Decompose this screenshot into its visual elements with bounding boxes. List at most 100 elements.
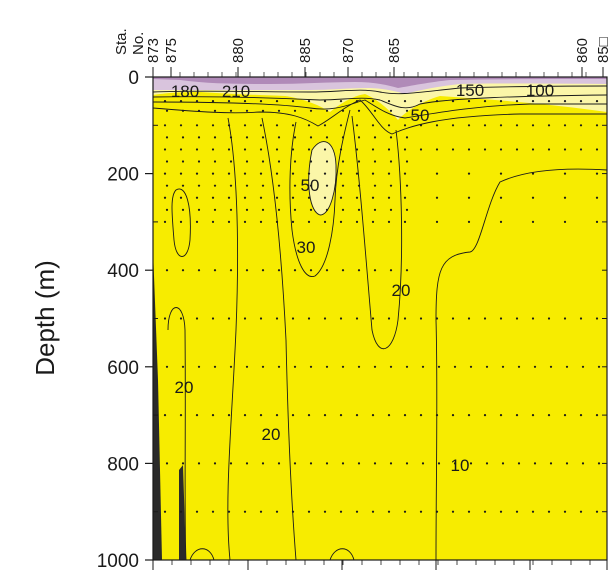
- sample-point: [387, 172, 391, 175]
- sample-point: [483, 148, 487, 151]
- sample-point: [517, 365, 521, 368]
- sample-point: [309, 160, 313, 163]
- sample-point: [341, 462, 345, 465]
- sample-point: [275, 414, 279, 417]
- sample-point: [179, 220, 183, 223]
- sample-point: [355, 100, 359, 103]
- sample-point: [259, 124, 263, 127]
- contour-bottom-loop-2: [329, 548, 355, 560]
- sample-point: [483, 100, 487, 103]
- sample-point: [501, 462, 505, 465]
- sample-point: [309, 462, 313, 465]
- sample-point: [531, 317, 535, 320]
- sample-point: [435, 220, 439, 223]
- sample-point: [515, 414, 519, 417]
- sample-point: [405, 136, 409, 139]
- sample-point: [597, 462, 601, 465]
- sample-point: [355, 510, 359, 513]
- sample-point: [227, 148, 231, 151]
- sample-point: [181, 136, 185, 139]
- sample-point: [341, 184, 345, 187]
- sample-point: [387, 317, 391, 320]
- sample-point: [323, 317, 327, 320]
- sample-point: [323, 148, 327, 151]
- sample-point: [501, 365, 505, 368]
- sample-point: [211, 414, 215, 417]
- sample-point: [451, 510, 455, 513]
- station-label: 880: [230, 38, 247, 63]
- sample-point: [291, 148, 295, 151]
- subsurface-high-blob: [308, 141, 337, 215]
- sample-point: [261, 208, 265, 211]
- sample-point: [309, 365, 313, 368]
- sample-point: [227, 317, 231, 320]
- sample-point: [211, 220, 215, 223]
- sample-point: [563, 317, 567, 320]
- sample-point: [243, 510, 247, 513]
- sample-point: [323, 172, 327, 175]
- sample-point: [211, 148, 215, 151]
- sample-point: [469, 462, 473, 465]
- contour-20-right: [351, 115, 403, 350]
- sample-point: [211, 510, 215, 513]
- sample-point: [563, 414, 567, 417]
- sample-point: [229, 208, 233, 211]
- contour-label: 100: [526, 81, 554, 100]
- sample-point: [597, 365, 601, 368]
- sample-point: [435, 414, 439, 417]
- sample-point: [325, 365, 329, 368]
- sample-point: [563, 100, 567, 103]
- sample-point: [197, 365, 201, 368]
- sample-point: [323, 124, 327, 127]
- sample-point: [339, 510, 343, 513]
- sample-point: [435, 100, 439, 103]
- sample-point: [595, 220, 599, 223]
- sample-point: [323, 100, 327, 103]
- sample-point: [595, 100, 599, 103]
- station-label: 860: [574, 38, 591, 63]
- sample-point: [371, 124, 375, 127]
- sample-point: [467, 510, 471, 513]
- sample-point: [549, 365, 553, 368]
- sample-point: [515, 317, 519, 320]
- sample-points: [163, 100, 601, 513]
- sample-point: [307, 220, 311, 223]
- station-label: 865: [386, 38, 403, 63]
- sample-point: [275, 220, 279, 223]
- sample-point: [403, 510, 407, 513]
- contour-label: 150: [456, 81, 484, 100]
- sample-point: [245, 462, 249, 465]
- sample-point: [229, 462, 233, 465]
- sample-point: [435, 196, 439, 199]
- sample-point: [275, 124, 279, 127]
- contour-label: 20: [392, 281, 411, 300]
- sample-point: [403, 317, 407, 320]
- sample-point: [483, 510, 487, 513]
- sample-point: [227, 124, 231, 127]
- sample-point: [227, 196, 231, 199]
- sample-point: [307, 414, 311, 417]
- sample-point: [581, 365, 585, 368]
- sample-point: [499, 100, 503, 103]
- sample-point: [163, 196, 167, 199]
- sample-point: [579, 510, 583, 513]
- sample-point: [467, 124, 471, 127]
- sample-point: [531, 100, 535, 103]
- sample-point: [309, 136, 313, 139]
- sample-point: [181, 269, 185, 272]
- contour-label: 50: [301, 176, 320, 195]
- sample-point: [357, 269, 361, 272]
- sample-point: [179, 317, 183, 320]
- sample-point: [243, 317, 247, 320]
- sample-point: [373, 136, 377, 139]
- sample-point: [181, 109, 185, 112]
- sample-point: [371, 100, 375, 103]
- sample-point: [213, 462, 217, 465]
- sample-point: [403, 414, 407, 417]
- sample-point: [163, 100, 167, 103]
- sample-point: [165, 136, 169, 139]
- station-axis: 873 875 880 885 870 865 860 85□: [145, 37, 612, 77]
- sample-point: [389, 184, 393, 187]
- contour-20-left: [227, 117, 239, 560]
